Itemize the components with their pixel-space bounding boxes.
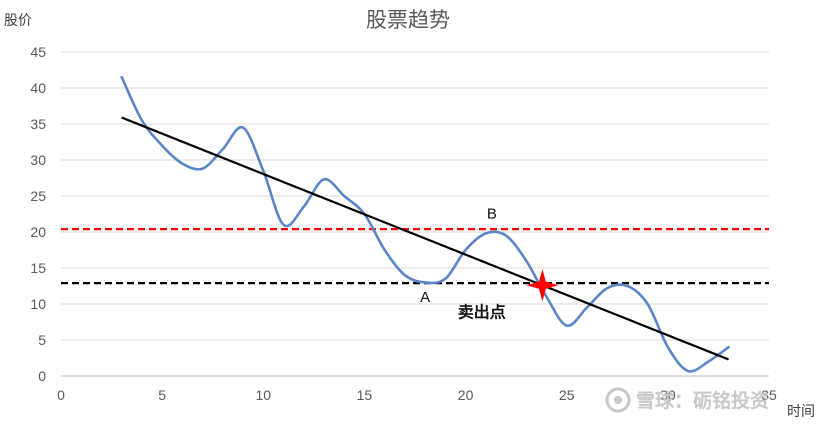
y-tick-label: 35	[30, 116, 46, 132]
x-tick-label: 30	[660, 387, 676, 403]
x-tick-label: 0	[57, 387, 65, 403]
trend-line-group	[121, 116, 729, 361]
watermark: 雪球：砺铭投资	[605, 387, 769, 413]
y-tick-label: 10	[30, 296, 46, 312]
reference-lines	[61, 228, 769, 285]
y-tick-label: 20	[30, 224, 46, 240]
y-tick-label: 30	[30, 152, 46, 168]
x-tick-label: 15	[357, 387, 373, 403]
watermark-text: 雪球：砺铭投资	[636, 389, 769, 412]
annotation-label: B	[487, 205, 497, 222]
annotations: B A 卖出点	[420, 205, 506, 321]
y-axis-label: 股价	[4, 12, 32, 28]
annotation-label: 卖出点	[458, 303, 506, 322]
x-tick-label: 10	[255, 387, 271, 403]
trend-line	[121, 116, 729, 361]
y-tick-labels: 0 5 10 15 20 25 30 35 40 45	[30, 44, 46, 384]
sell-point-marker-group	[526, 269, 559, 302]
snowball-logo-icon	[605, 387, 631, 413]
x-tick-label: 25	[559, 387, 575, 403]
x-tick-label: 20	[458, 387, 474, 403]
y-tick-label: 45	[30, 44, 46, 60]
x-axis-label: 时间	[787, 403, 815, 419]
y-tick-label: 15	[30, 260, 46, 276]
series-group	[120, 75, 730, 373]
annotation-label: A	[420, 289, 430, 306]
y-tick-label: 5	[38, 332, 46, 348]
y-tick-label: 25	[30, 188, 46, 204]
gridlines	[61, 51, 769, 377]
chart-title: 股票趋势	[366, 9, 450, 32]
sell-point-marker	[526, 269, 559, 302]
y-tick-label: 0	[38, 368, 46, 384]
x-tick-label: 5	[158, 387, 166, 403]
price-line	[120, 75, 730, 373]
x-tick-labels: 0 5 10 15 20 25 30 35	[57, 387, 777, 403]
y-tick-label: 40	[30, 80, 46, 96]
x-tick-label: 35	[761, 387, 777, 403]
